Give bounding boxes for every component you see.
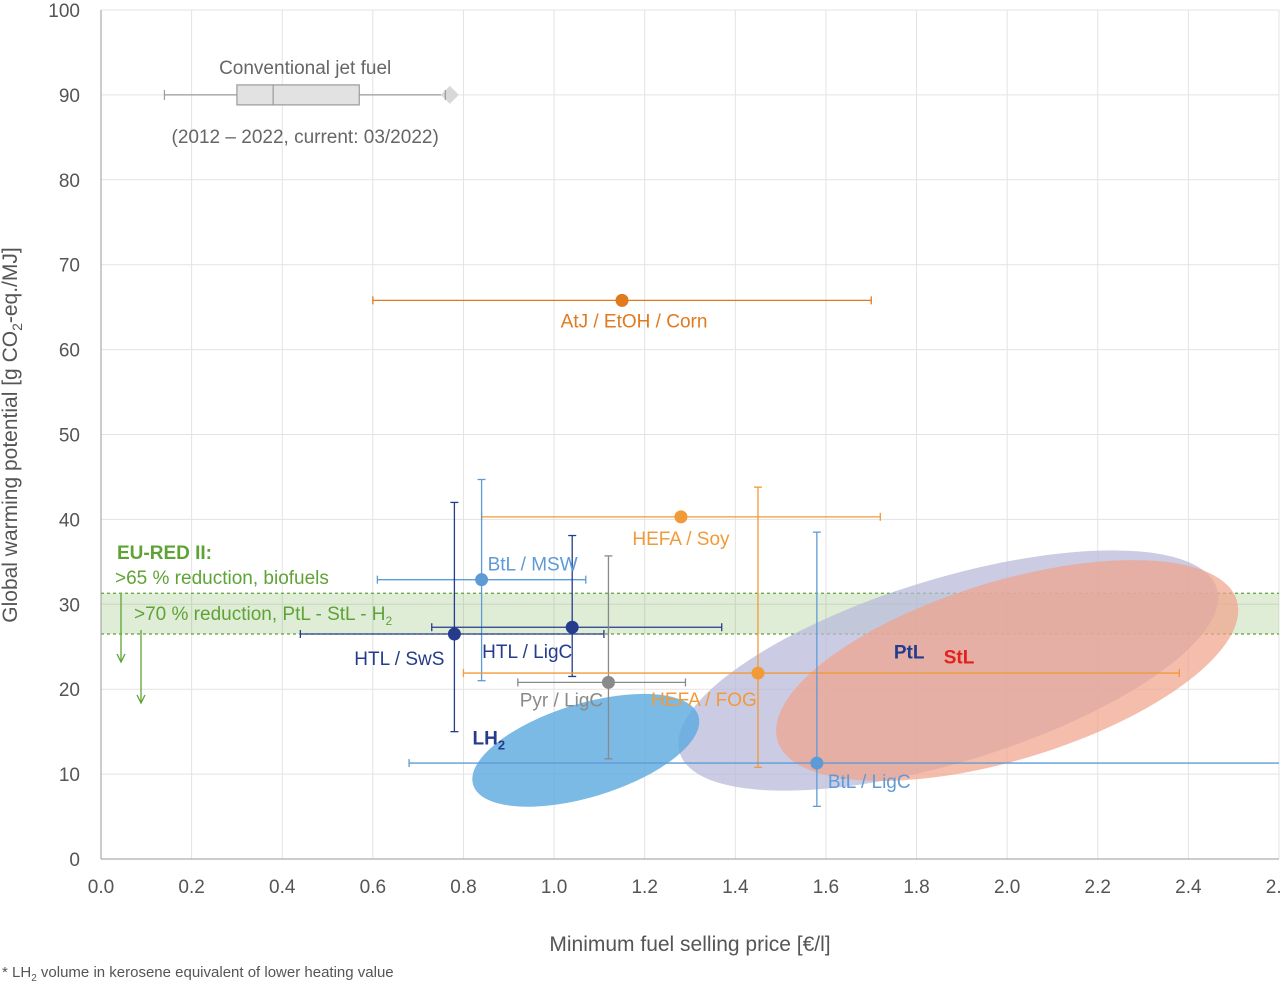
footnote-prefix: * LH [2,964,32,981]
y-tick-label: 100 [48,1,80,22]
region-stl [776,560,1239,781]
point-label: BtL / LigC [828,772,911,793]
x-tick-label: 2.6 [1266,877,1280,898]
point-label: HEFA / Soy [632,529,730,550]
eu-red-title: EU-RED II: [117,543,212,564]
x-tick-label: 2.0 [994,877,1020,898]
y-tick-label: 60 [59,341,80,362]
conventional-jet-fuel-boxplot: Conventional jet fuel (2012 – 2022, curre… [163,58,459,148]
box [236,84,360,106]
data-point [810,756,824,770]
y-tick-label: 70 [59,256,80,277]
x-tick-label: 1.8 [903,877,929,898]
point-label: BtL / MSW [488,555,578,576]
x-tick-label: 0.0 [88,877,114,898]
data-point [447,627,461,641]
x-tick-label: 2.2 [1085,877,1111,898]
point-label: AtJ / EtOH / Corn [561,311,708,332]
region-label: StL [944,648,975,669]
y-tick-label: 10 [59,765,80,786]
point-label: HEFA / FOG [651,690,757,711]
point-htl-ligc [431,534,723,678]
x-tick-label: 0.4 [269,877,296,898]
point-htl-sws [299,501,605,733]
x-tick-label: 0.6 [360,877,386,898]
footnote-sub: 2 [31,973,37,984]
region-label: LH2 [473,728,506,752]
errorbars [299,293,1279,808]
eu-red-ptl-part: 2 [386,614,393,628]
y-tick-label: 50 [59,426,80,447]
x-tick-label: 0.8 [450,877,476,898]
conventional-period: (2012 – 2022, current: 03/2022) [172,127,439,148]
y-axis-title-part: 2 [9,323,25,331]
arrow-biofuels-head [116,653,126,664]
eu-red-ptl-part: >70 % reduction, PtL - StL - H [134,604,386,625]
y-axis-title: Global warming potential [g CO2-eq./MJ] [0,247,25,622]
x-tick-label: 1.0 [541,877,567,898]
arrow-ptl-head [136,694,146,705]
current-marker [440,85,459,104]
conventional-label: Conventional jet fuel [219,58,391,79]
y-tick-label: 80 [59,171,80,192]
point-atj-etoh-corn [372,293,872,307]
regions [472,550,1239,807]
labels: AtJ / EtOH / Corn HEFA / Soy BtL / MSW HTL … [354,311,974,793]
data-point [475,573,489,587]
point-label: HTL / LigC [482,642,572,663]
x-axis-title: Minimum fuel selling price [€/l] [549,933,830,956]
region-label-part: 2 [498,737,505,752]
point-pyr-ligc [517,555,687,760]
region-lh [472,693,700,807]
data-point [674,510,688,524]
data-point [601,675,615,689]
x-tick-label: 0.2 [178,877,204,898]
data-point [751,666,765,680]
x-tick-label: 1.6 [813,877,839,898]
eu-red-ptl: >70 % reduction, PtL - StL - H2 [134,604,393,628]
point-hefa-soy [480,510,881,524]
point-label: HTL / SwS [354,649,444,670]
x-tick-label: 1.2 [631,877,657,898]
y-axis-title-part: Global warming potential [g CO [0,331,22,623]
footnote-suffix: volume in kerosene equivalent of lower h… [36,964,394,981]
point-hefa-fog [462,486,1180,768]
y-tick-label: 40 [59,510,80,531]
y-tick-label: 90 [59,86,80,107]
y-axis-title-part: -eq./MJ] [0,247,22,323]
axes: 0.0 0.2 0.4 0.6 0.8 1.0 1.2 1.4 1.6 1.8 2.0 2.2 2.4 2… [0,1,1280,956]
region-label: PtL [894,643,925,664]
grid [101,9,1280,859]
y-tick-label: 0 [69,850,80,871]
point-btl-msw [376,478,587,682]
data-point [615,293,629,307]
y-tick-label: 30 [59,595,80,616]
region-label-part: LH [473,728,498,749]
eu-red-annotation: EU-RED II: >65 % reduction, biofuels >70 %… [115,543,393,705]
point-btl-ligc [408,531,1279,808]
point-label: Pyr / LigC [520,690,603,711]
data-point [565,620,579,634]
x-tick-label: 1.4 [722,877,749,898]
footnote: * LH2 volume in kerosene equivalent of l… [2,964,394,984]
eu-red-biofuels: >65 % reduction, biofuels [115,568,329,589]
y-tick-label: 20 [59,680,80,701]
x-tick-label: 2.4 [1175,877,1202,898]
